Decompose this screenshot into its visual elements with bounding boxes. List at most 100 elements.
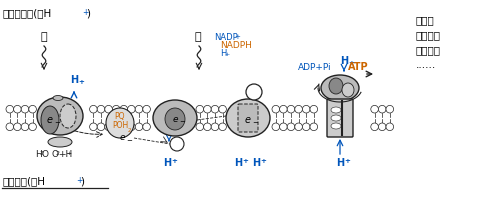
- Text: ATP: ATP: [348, 62, 369, 72]
- Text: e: e: [172, 115, 178, 124]
- Circle shape: [219, 123, 227, 131]
- Circle shape: [295, 105, 302, 113]
- Circle shape: [21, 123, 29, 131]
- Text: H: H: [340, 56, 348, 66]
- Text: NADPH: NADPH: [220, 41, 252, 50]
- Text: +: +: [224, 52, 229, 57]
- Text: +: +: [348, 60, 354, 66]
- Ellipse shape: [331, 115, 341, 121]
- Text: 类囊体腔(高H: 类囊体腔(高H: [2, 176, 45, 186]
- Circle shape: [120, 105, 128, 113]
- Circle shape: [6, 123, 13, 131]
- Circle shape: [128, 105, 135, 113]
- Circle shape: [112, 105, 120, 113]
- Circle shape: [272, 105, 279, 113]
- Ellipse shape: [60, 104, 76, 128]
- Circle shape: [211, 105, 219, 113]
- Ellipse shape: [321, 75, 359, 101]
- Circle shape: [90, 105, 97, 113]
- Text: POH: POH: [112, 121, 128, 130]
- Text: +: +: [260, 158, 266, 164]
- Text: +: +: [234, 34, 240, 40]
- Ellipse shape: [329, 78, 343, 94]
- Circle shape: [279, 105, 287, 113]
- Ellipse shape: [37, 97, 83, 135]
- Ellipse shape: [331, 123, 341, 129]
- FancyBboxPatch shape: [238, 104, 258, 132]
- Circle shape: [219, 105, 227, 113]
- Text: e: e: [119, 133, 125, 143]
- Circle shape: [386, 123, 394, 131]
- Circle shape: [90, 123, 97, 131]
- Text: −: −: [54, 120, 60, 126]
- Circle shape: [105, 105, 112, 113]
- Text: H: H: [35, 150, 42, 159]
- Text: 光: 光: [41, 32, 47, 42]
- Circle shape: [310, 105, 317, 113]
- Circle shape: [371, 123, 378, 131]
- Circle shape: [246, 84, 262, 100]
- Ellipse shape: [331, 107, 341, 113]
- Text: O: O: [51, 150, 58, 159]
- Text: 暗反应: 暗反应: [416, 15, 435, 25]
- Text: ADP+Pi: ADP+Pi: [298, 63, 332, 72]
- Circle shape: [196, 123, 204, 131]
- Text: ): ): [80, 176, 84, 186]
- Circle shape: [371, 105, 378, 113]
- Text: +: +: [344, 158, 350, 164]
- Circle shape: [97, 105, 105, 113]
- Circle shape: [386, 105, 394, 113]
- Text: NADP: NADP: [214, 33, 238, 42]
- Ellipse shape: [226, 99, 270, 137]
- Text: H: H: [220, 49, 227, 58]
- Circle shape: [196, 105, 204, 113]
- Text: +: +: [82, 8, 88, 17]
- Circle shape: [295, 123, 302, 131]
- Text: e: e: [245, 115, 251, 125]
- Ellipse shape: [41, 106, 59, 134]
- Text: ): ): [86, 8, 90, 18]
- Text: O: O: [42, 150, 49, 159]
- Circle shape: [204, 123, 211, 131]
- Text: +: +: [171, 158, 177, 164]
- Text: 2: 2: [39, 151, 43, 156]
- Ellipse shape: [342, 83, 354, 97]
- Circle shape: [29, 123, 36, 131]
- Circle shape: [287, 105, 295, 113]
- Text: H: H: [336, 158, 344, 168]
- Ellipse shape: [153, 100, 197, 136]
- Circle shape: [211, 123, 219, 131]
- Circle shape: [135, 105, 143, 113]
- Ellipse shape: [165, 108, 185, 130]
- Circle shape: [21, 105, 29, 113]
- Circle shape: [287, 123, 295, 131]
- Circle shape: [302, 123, 310, 131]
- Text: +H: +H: [58, 150, 72, 159]
- Circle shape: [170, 137, 184, 151]
- Circle shape: [128, 123, 135, 131]
- Text: 叶绿体基质(低H: 叶绿体基质(低H: [2, 8, 51, 18]
- Text: 2: 2: [55, 151, 59, 156]
- Ellipse shape: [106, 108, 134, 138]
- Circle shape: [29, 105, 36, 113]
- Text: +: +: [76, 176, 82, 185]
- Circle shape: [135, 123, 143, 131]
- Text: −: −: [252, 120, 258, 126]
- Text: +: +: [242, 158, 248, 164]
- Circle shape: [310, 123, 317, 131]
- Circle shape: [272, 123, 279, 131]
- Text: H: H: [234, 158, 242, 168]
- Circle shape: [204, 105, 211, 113]
- Circle shape: [13, 123, 21, 131]
- Circle shape: [378, 123, 386, 131]
- Text: 色素合成: 色素合成: [416, 30, 441, 40]
- Text: 光: 光: [195, 32, 201, 42]
- Text: −: −: [179, 119, 185, 125]
- Circle shape: [302, 105, 310, 113]
- Text: H: H: [252, 158, 260, 168]
- Circle shape: [143, 123, 150, 131]
- FancyBboxPatch shape: [327, 99, 353, 137]
- Circle shape: [378, 105, 386, 113]
- Text: 2: 2: [128, 128, 132, 133]
- Ellipse shape: [48, 137, 72, 147]
